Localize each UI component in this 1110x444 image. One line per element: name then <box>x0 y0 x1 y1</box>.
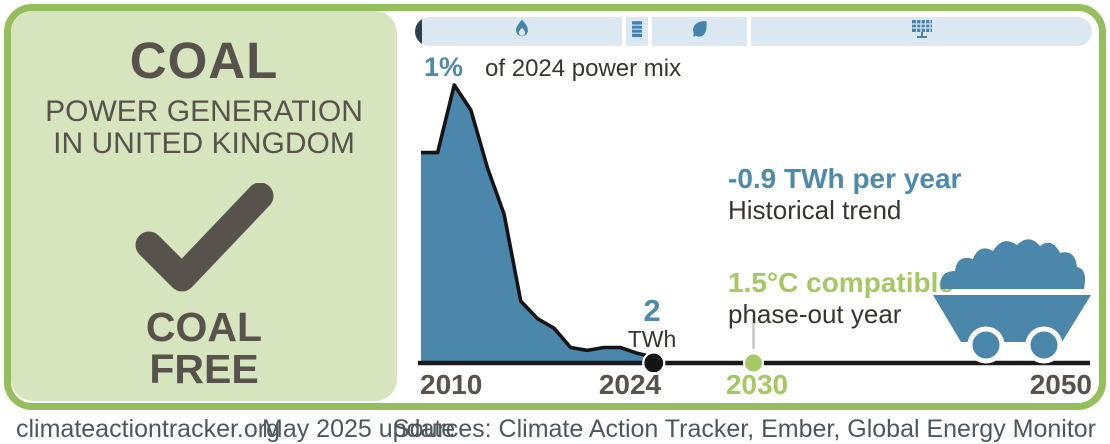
endpoint-value: 2 <box>643 293 661 328</box>
mix-segment-gas <box>422 17 622 46</box>
panel-subtitle: POWER GENERATION IN UNITED KINGDOM <box>11 95 397 161</box>
checkmark-icon <box>11 182 397 293</box>
flame-icon <box>511 17 533 46</box>
mix-segment-oil <box>626 17 648 46</box>
endpoint-unit: TWh <box>627 326 677 352</box>
status-line-2: FREE <box>149 345 259 392</box>
sources-credit: Sources: Climate Action Tracker, Ember, … <box>392 415 1096 443</box>
trend-headline: -0.9 TWh per year <box>728 163 962 194</box>
barrel-icon <box>627 18 647 45</box>
fuel-title: COAL <box>129 32 279 89</box>
tick-2024: 2024 <box>598 369 662 400</box>
subtitle-line-1: POWER GENERATION <box>45 95 363 128</box>
area-fill <box>421 85 654 361</box>
power-mix-share: 1% of 2024 power mix <box>424 52 681 83</box>
phase-out-annotation: 1.5°C compatible phase-out year <box>728 267 954 330</box>
coal-generation-chart <box>418 83 1090 372</box>
leaf-icon <box>689 18 711 45</box>
mix-segment-renewables <box>751 17 1092 46</box>
power-mix-bar <box>415 17 1092 46</box>
phase-out-headline: 1.5°C compatible <box>728 267 954 298</box>
update-date: May 2025 update <box>262 415 456 443</box>
mix-segment-coal <box>415 17 422 46</box>
status-label: COAL FREE <box>11 303 397 392</box>
endpoint-label: 2 TWh <box>620 295 684 352</box>
phase-out-dot-2030 <box>743 352 764 372</box>
share-value: 1% <box>424 52 464 82</box>
area-outline <box>421 83 655 359</box>
trend-caption: Historical trend <box>728 194 902 225</box>
coal-cart-icon <box>933 239 1091 364</box>
status-line-1: COAL <box>145 303 263 350</box>
tick-2050: 2050 <box>1029 369 1092 400</box>
tick-2030: 2030 <box>725 369 789 400</box>
endpoint-dot-2024 <box>642 351 666 372</box>
subtitle-line-2: IN UNITED KINGDOM <box>53 127 355 161</box>
share-text: of 2024 power mix <box>485 55 682 82</box>
coal-status-panel: COAL POWER GENERATION IN UNITED KINGDOM … <box>11 11 397 401</box>
phase-out-caption: phase-out year <box>728 298 902 329</box>
historical-trend-annotation: -0.9 TWh per year Historical trend <box>728 163 962 226</box>
solar-panel-icon <box>909 18 935 45</box>
mix-segment-bioenergy <box>652 17 747 46</box>
site-link[interactable]: climateactiontracker.org <box>16 415 281 443</box>
tick-2010: 2010 <box>420 369 483 400</box>
